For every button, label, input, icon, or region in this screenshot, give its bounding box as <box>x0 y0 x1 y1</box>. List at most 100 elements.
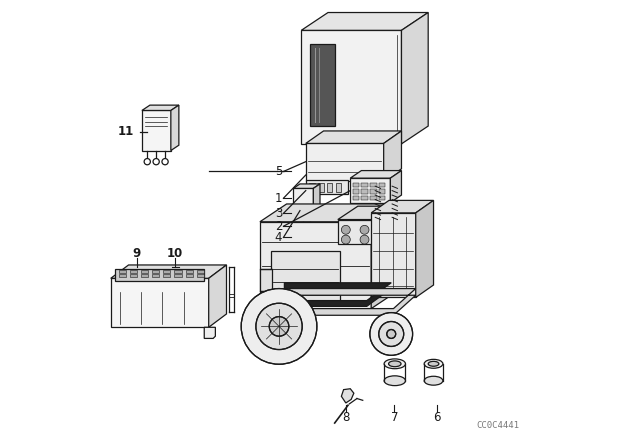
Polygon shape <box>416 200 433 297</box>
Ellipse shape <box>424 376 443 385</box>
Bar <box>260 268 273 291</box>
Bar <box>152 274 159 277</box>
Polygon shape <box>209 265 227 327</box>
Bar <box>119 274 126 277</box>
Text: 9: 9 <box>132 247 141 260</box>
Polygon shape <box>371 204 398 309</box>
Polygon shape <box>338 206 422 220</box>
Bar <box>130 270 137 273</box>
Polygon shape <box>260 222 371 309</box>
Polygon shape <box>251 289 416 315</box>
Text: CC0C4441: CC0C4441 <box>477 421 520 430</box>
Polygon shape <box>271 251 340 304</box>
Polygon shape <box>338 220 403 244</box>
Text: 1: 1 <box>275 192 282 205</box>
Circle shape <box>241 289 317 364</box>
Bar <box>353 183 359 187</box>
Bar <box>152 270 159 273</box>
Polygon shape <box>111 265 227 278</box>
Polygon shape <box>371 200 433 213</box>
Ellipse shape <box>384 359 406 369</box>
Bar <box>130 274 137 277</box>
Text: 4: 4 <box>275 231 282 244</box>
Circle shape <box>360 225 369 234</box>
Polygon shape <box>142 105 179 111</box>
Bar <box>362 183 367 187</box>
Text: 5: 5 <box>275 165 282 178</box>
Ellipse shape <box>388 361 401 367</box>
Circle shape <box>153 159 159 165</box>
Bar <box>163 270 170 273</box>
Bar <box>371 196 376 200</box>
Bar <box>163 274 170 277</box>
Polygon shape <box>314 184 320 220</box>
Bar <box>119 270 126 273</box>
Text: 8: 8 <box>342 411 349 424</box>
Polygon shape <box>350 178 390 202</box>
Circle shape <box>379 235 388 244</box>
Bar <box>380 183 385 187</box>
Ellipse shape <box>384 376 406 386</box>
Bar <box>380 196 385 200</box>
Polygon shape <box>306 131 401 143</box>
Ellipse shape <box>428 362 439 366</box>
Circle shape <box>387 330 396 338</box>
Polygon shape <box>142 111 171 151</box>
Circle shape <box>379 225 388 234</box>
Bar <box>327 183 332 192</box>
Circle shape <box>256 303 302 349</box>
Bar <box>196 274 204 277</box>
Bar <box>309 183 315 192</box>
Text: 2: 2 <box>275 220 282 233</box>
Bar <box>115 269 204 280</box>
Polygon shape <box>390 171 401 202</box>
Polygon shape <box>341 389 354 403</box>
Circle shape <box>379 322 404 346</box>
Bar <box>141 274 148 277</box>
Polygon shape <box>204 327 216 338</box>
Circle shape <box>341 235 350 244</box>
Polygon shape <box>383 131 401 181</box>
Bar <box>175 274 182 277</box>
Polygon shape <box>403 206 422 244</box>
Circle shape <box>162 159 168 165</box>
Bar <box>380 189 385 194</box>
Bar <box>196 270 204 273</box>
Text: 6: 6 <box>433 411 440 424</box>
Polygon shape <box>401 13 428 144</box>
Text: 3: 3 <box>275 207 282 220</box>
Bar <box>362 189 367 194</box>
Circle shape <box>370 313 413 355</box>
Bar <box>141 270 148 273</box>
Bar <box>371 183 376 187</box>
Bar <box>318 183 324 192</box>
Text: 10: 10 <box>167 247 184 260</box>
Text: 11: 11 <box>118 125 134 138</box>
Bar <box>371 189 376 194</box>
Polygon shape <box>260 204 398 222</box>
Bar <box>186 274 193 277</box>
Polygon shape <box>310 44 335 126</box>
Polygon shape <box>293 188 314 220</box>
Polygon shape <box>306 143 383 181</box>
Bar <box>353 196 359 200</box>
Text: 7: 7 <box>390 411 398 424</box>
Bar <box>336 183 341 192</box>
Polygon shape <box>350 171 401 178</box>
Polygon shape <box>111 278 209 327</box>
Circle shape <box>360 235 369 244</box>
Bar <box>175 270 182 273</box>
Polygon shape <box>301 30 401 144</box>
Polygon shape <box>301 13 428 30</box>
Polygon shape <box>371 213 416 297</box>
Ellipse shape <box>424 359 443 368</box>
Circle shape <box>269 317 289 336</box>
Bar <box>186 270 193 273</box>
Polygon shape <box>264 283 391 306</box>
Polygon shape <box>293 184 320 188</box>
Bar <box>353 189 359 194</box>
Bar <box>362 196 367 200</box>
Polygon shape <box>171 105 179 151</box>
Circle shape <box>144 159 150 165</box>
Circle shape <box>341 225 350 234</box>
